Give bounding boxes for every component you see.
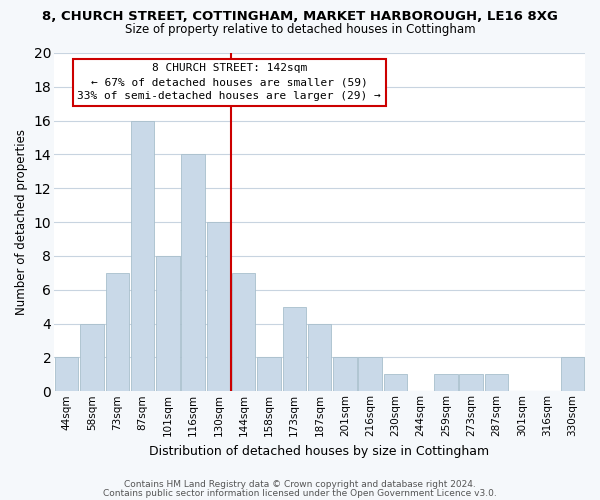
Bar — [383, 374, 407, 392]
Bar — [308, 324, 331, 392]
Text: 8, CHURCH STREET, COTTINGHAM, MARKET HARBOROUGH, LE16 8XG: 8, CHURCH STREET, COTTINGHAM, MARKET HAR… — [42, 10, 558, 23]
Bar — [106, 273, 129, 392]
Y-axis label: Number of detached properties: Number of detached properties — [15, 129, 28, 315]
Bar — [560, 358, 584, 392]
Bar — [55, 358, 79, 392]
Bar — [181, 154, 205, 392]
Bar — [485, 374, 508, 392]
Bar — [131, 120, 154, 392]
Bar — [434, 374, 458, 392]
Text: 8 CHURCH STREET: 142sqm
← 67% of detached houses are smaller (59)
33% of semi-de: 8 CHURCH STREET: 142sqm ← 67% of detache… — [77, 63, 381, 101]
Text: Size of property relative to detached houses in Cottingham: Size of property relative to detached ho… — [125, 22, 475, 36]
Text: Contains public sector information licensed under the Open Government Licence v3: Contains public sector information licen… — [103, 489, 497, 498]
Bar — [206, 222, 230, 392]
X-axis label: Distribution of detached houses by size in Cottingham: Distribution of detached houses by size … — [149, 444, 490, 458]
Text: Contains HM Land Registry data © Crown copyright and database right 2024.: Contains HM Land Registry data © Crown c… — [124, 480, 476, 489]
Bar — [283, 306, 306, 392]
Bar — [358, 358, 382, 392]
Bar — [232, 273, 256, 392]
Bar — [156, 256, 179, 392]
Bar — [80, 324, 104, 392]
Bar — [257, 358, 281, 392]
Bar — [460, 374, 483, 392]
Bar — [333, 358, 356, 392]
